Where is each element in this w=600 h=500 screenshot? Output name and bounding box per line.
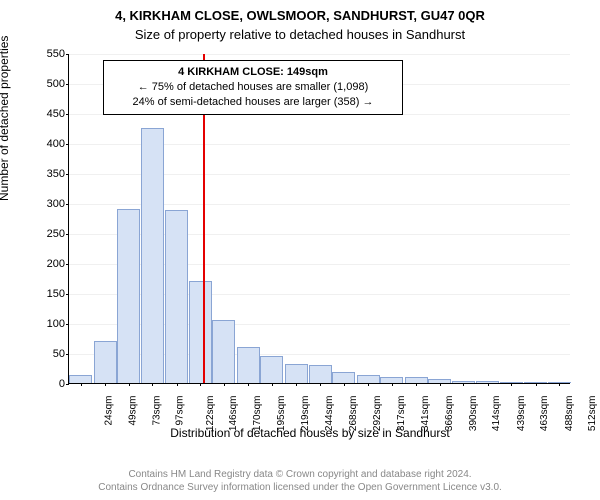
histogram-bar — [189, 281, 212, 383]
histogram-bar — [69, 375, 92, 383]
callout-line3: 24% of semi-detached houses are larger (… — [110, 95, 396, 110]
callout-line2: ← 75% of detached houses are smaller (1,… — [110, 80, 396, 95]
x-tick-mark — [392, 383, 393, 386]
y-tick-label: 0 — [35, 378, 65, 390]
y-tick-mark — [66, 294, 69, 295]
y-tick-mark — [66, 204, 69, 205]
histogram-bar — [357, 375, 380, 383]
y-tick-mark — [66, 354, 69, 355]
y-tick-label: 100 — [35, 318, 65, 330]
footer-attribution: Contains HM Land Registry data © Crown c… — [0, 468, 600, 494]
y-tick-label: 450 — [35, 108, 65, 120]
histogram-bar — [309, 365, 332, 383]
x-tick-mark — [224, 383, 225, 386]
x-tick-mark — [200, 383, 201, 386]
x-tick-mark — [177, 383, 178, 386]
x-tick-mark — [296, 383, 297, 386]
footer-line1: Contains HM Land Registry data © Crown c… — [0, 468, 600, 481]
x-tick-mark — [416, 383, 417, 386]
x-tick-mark — [511, 383, 512, 386]
y-tick-mark — [66, 264, 69, 265]
x-tick-mark — [559, 383, 560, 386]
y-tick-mark — [66, 174, 69, 175]
x-tick-mark — [81, 383, 82, 386]
histogram-bar — [165, 210, 188, 383]
x-tick-mark — [344, 383, 345, 386]
y-tick-mark — [66, 324, 69, 325]
y-tick-label: 250 — [35, 228, 65, 240]
x-tick-mark — [320, 383, 321, 386]
y-tick-mark — [66, 384, 69, 385]
x-tick-mark — [440, 383, 441, 386]
x-tick-mark — [272, 383, 273, 386]
y-tick-label: 150 — [35, 288, 65, 300]
plot-region: 05010015020025030035040045050055024sqm49… — [68, 54, 570, 384]
y-tick-label: 350 — [35, 168, 65, 180]
gridline — [69, 54, 570, 55]
histogram-bar — [260, 356, 283, 383]
histogram-bar — [212, 320, 235, 383]
histogram-bar — [94, 341, 117, 383]
y-tick-label: 300 — [35, 198, 65, 210]
histogram-bar — [285, 364, 308, 383]
footer-line2: Contains Ordnance Survey information lic… — [0, 481, 600, 494]
y-tick-label: 500 — [35, 78, 65, 90]
x-tick-mark — [129, 383, 130, 386]
x-tick-label: 73sqm — [151, 396, 162, 426]
y-tick-mark — [66, 144, 69, 145]
chart-area: Number of detached properties 0501001502… — [50, 54, 570, 410]
x-tick-mark — [536, 383, 537, 386]
x-tick-mark — [368, 383, 369, 386]
callout-box: 4 KIRKHAM CLOSE: 149sqm ← 75% of detache… — [103, 60, 403, 115]
x-tick-label: 512sqm — [587, 396, 598, 432]
y-tick-mark — [66, 84, 69, 85]
y-tick-label: 50 — [35, 348, 65, 360]
page-subtitle: Size of property relative to detached ho… — [0, 23, 600, 44]
y-tick-mark — [66, 114, 69, 115]
x-tick-label: 24sqm — [103, 396, 114, 426]
x-tick-label: 97sqm — [175, 396, 186, 426]
page-title: 4, KIRKHAM CLOSE, OWLSMOOR, SANDHURST, G… — [0, 0, 600, 23]
x-axis-label: Distribution of detached houses by size … — [50, 426, 570, 440]
x-tick-label: 49sqm — [128, 396, 139, 426]
histogram-bar — [117, 209, 140, 383]
histogram-bar — [141, 128, 164, 383]
y-tick-label: 200 — [35, 258, 65, 270]
y-tick-mark — [66, 54, 69, 55]
x-tick-mark — [488, 383, 489, 386]
x-tick-mark — [152, 383, 153, 386]
x-tick-mark — [463, 383, 464, 386]
x-tick-mark — [248, 383, 249, 386]
x-tick-mark — [105, 383, 106, 386]
y-tick-label: 400 — [35, 138, 65, 150]
histogram-bar — [237, 347, 260, 383]
callout-title: 4 KIRKHAM CLOSE: 149sqm — [110, 65, 396, 80]
y-tick-mark — [66, 234, 69, 235]
histogram-bar — [332, 372, 355, 383]
y-tick-label: 550 — [35, 48, 65, 60]
